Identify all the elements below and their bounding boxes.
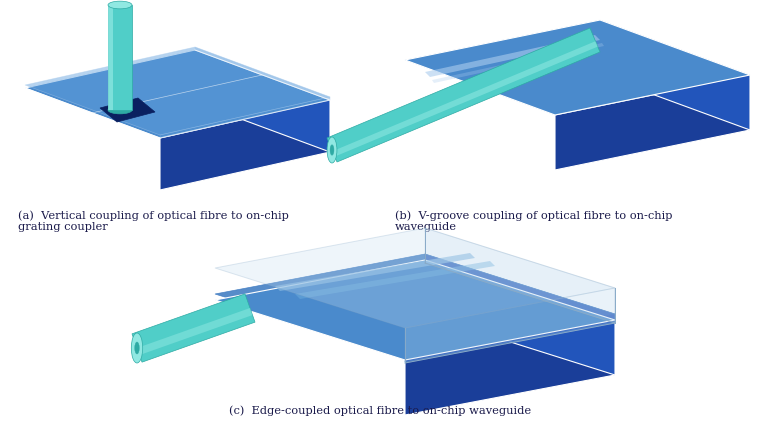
Polygon shape xyxy=(405,320,615,415)
Polygon shape xyxy=(405,20,750,115)
Polygon shape xyxy=(600,20,750,130)
Polygon shape xyxy=(333,41,598,157)
Text: (c)  Edge-coupled optical fibre to on-chip waveguide: (c) Edge-coupled optical fibre to on-chi… xyxy=(229,406,531,416)
Polygon shape xyxy=(425,260,615,375)
Polygon shape xyxy=(108,5,113,110)
Polygon shape xyxy=(132,294,255,362)
Polygon shape xyxy=(275,253,475,291)
Polygon shape xyxy=(160,97,330,138)
Polygon shape xyxy=(425,228,615,323)
Polygon shape xyxy=(555,75,750,170)
Polygon shape xyxy=(327,28,600,162)
Polygon shape xyxy=(25,47,330,135)
Polygon shape xyxy=(215,260,615,360)
Ellipse shape xyxy=(327,137,337,163)
Polygon shape xyxy=(195,47,330,100)
Polygon shape xyxy=(215,254,615,354)
Polygon shape xyxy=(425,254,615,322)
Polygon shape xyxy=(100,98,155,122)
Polygon shape xyxy=(295,261,495,299)
Ellipse shape xyxy=(135,342,139,354)
Polygon shape xyxy=(405,314,615,362)
Polygon shape xyxy=(215,228,615,328)
Ellipse shape xyxy=(330,145,334,155)
Polygon shape xyxy=(160,100,330,190)
Text: (b)  V-groove coupling of optical fibre to on-chip
waveguide: (b) V-groove coupling of optical fibre t… xyxy=(395,210,673,232)
Polygon shape xyxy=(137,308,252,355)
Ellipse shape xyxy=(108,1,132,9)
Polygon shape xyxy=(432,43,604,83)
Polygon shape xyxy=(108,5,132,110)
Ellipse shape xyxy=(108,106,132,114)
Polygon shape xyxy=(425,35,600,77)
Polygon shape xyxy=(405,20,750,115)
Polygon shape xyxy=(25,50,330,138)
Polygon shape xyxy=(405,288,615,363)
Text: (a)  Vertical coupling of optical fibre to on-chip
grating coupler: (a) Vertical coupling of optical fibre t… xyxy=(18,210,289,232)
Ellipse shape xyxy=(131,333,143,363)
Polygon shape xyxy=(195,50,330,152)
